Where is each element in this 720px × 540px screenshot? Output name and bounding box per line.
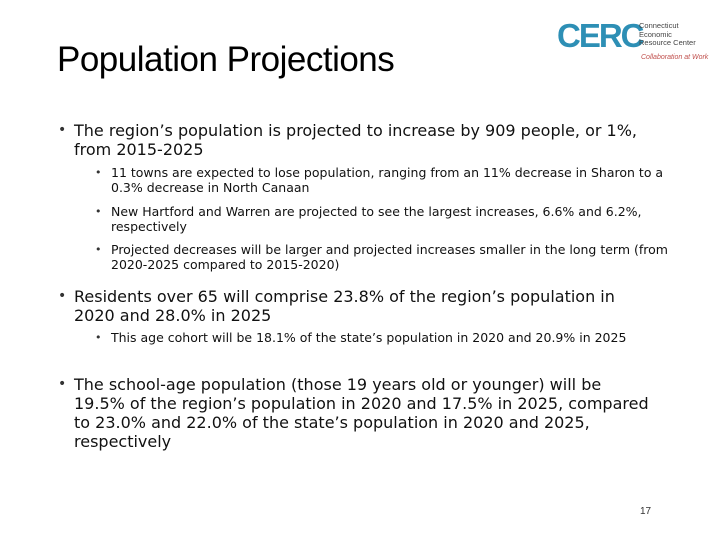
bullet-marker: • (58, 288, 67, 304)
bullet-text: Residents over 65 will comprise 23.8% of… (74, 287, 615, 325)
logo-name-line: Resource Center (639, 38, 696, 47)
bullet-item: • The school-age population (those 19 ye… (58, 375, 654, 451)
bullet-marker: • (95, 331, 102, 344)
sub-bullet-item: • This age cohort will be 18.1% of the s… (95, 330, 671, 346)
sub-bullet-item: • 11 towns are expected to lose populati… (95, 165, 671, 195)
page-number: 17 (640, 506, 652, 517)
cerc-logo: CERC Connecticut Economic Resource Cente… (557, 17, 709, 66)
bullet-item: • Residents over 65 will comprise 23.8% … (58, 287, 654, 325)
bullet-marker: • (58, 376, 67, 392)
sub-bullet-text: New Hartford and Warren are projected to… (111, 204, 642, 234)
logo-name-line: Economic (639, 29, 672, 39)
bullet-item: • The region’s population is projected t… (58, 121, 654, 159)
sub-bullet-item: • New Hartford and Warren are projected … (95, 204, 671, 234)
bullet-text: The region’s population is projected to … (74, 121, 637, 159)
bullet-marker: • (95, 166, 102, 179)
bullet-marker: • (95, 243, 102, 256)
logo-name-line: Connecticut (639, 21, 679, 30)
logo-letters: CERC (557, 17, 645, 54)
logo-tagline: Collaboration at Work (641, 54, 709, 61)
sub-bullet-text: 11 towns are expected to lose population… (111, 165, 664, 195)
sub-bullet-item: • Projected decreases will be larger and… (95, 242, 671, 272)
bullet-marker: • (95, 205, 102, 218)
sub-bullet-text: Projected decreases will be larger and p… (111, 242, 668, 272)
logo-organization-name: Connecticut Economic Resource Center (639, 21, 696, 48)
slide-title: Population Projections (57, 40, 395, 79)
bullet-marker: • (58, 122, 67, 138)
bullet-text: The school-age population (those 19 year… (74, 375, 649, 451)
sub-bullet-text: This age cohort will be 18.1% of the sta… (111, 330, 627, 345)
